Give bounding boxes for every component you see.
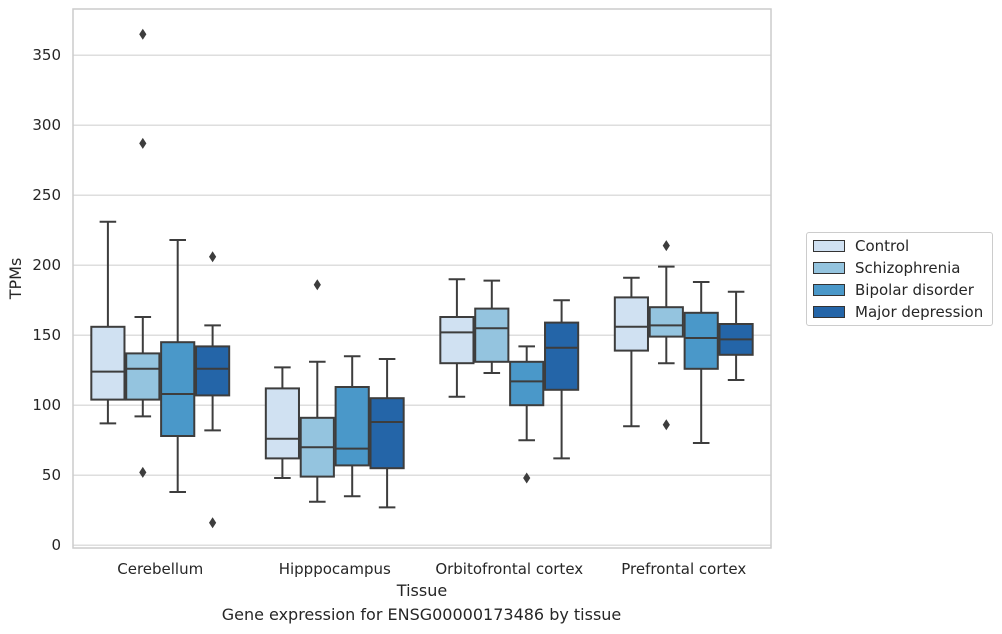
box <box>613 296 649 352</box>
outlier-point <box>662 419 670 431</box>
legend-label-control: Control <box>855 237 910 255</box>
box <box>369 397 405 470</box>
box-group <box>195 251 231 529</box>
box-group <box>334 355 370 498</box>
x-axis-label: Tissue <box>396 581 447 600</box>
y-tick-label: 0 <box>51 536 61 554</box>
box-group <box>683 281 719 444</box>
box-group <box>125 28 161 478</box>
box <box>544 321 580 391</box>
box-group <box>439 278 475 398</box>
y-tick-label: 50 <box>42 466 61 484</box>
boxes <box>90 28 754 529</box>
legend-swatch-control <box>813 240 845 252</box>
y-tick-label: 100 <box>32 396 61 414</box>
y-tick-label: 300 <box>32 116 61 134</box>
box <box>439 316 475 365</box>
y-tick-label: 350 <box>32 46 61 64</box>
box <box>509 360 545 407</box>
box <box>160 341 196 438</box>
box <box>195 345 231 397</box>
outlier-point <box>313 279 321 291</box>
legend: Control Schizophrenia Bipolar disorder M… <box>806 232 993 326</box>
box-group <box>369 358 405 509</box>
box-group <box>718 290 754 381</box>
box-group <box>509 345 545 484</box>
outlier-point <box>139 466 147 478</box>
legend-swatch-bipolar-disorder <box>813 284 845 296</box>
outlier-point <box>139 137 147 149</box>
box-group <box>613 276 649 428</box>
legend-swatch-major-depression <box>813 306 845 318</box>
x-tick-label: Hipppocampus <box>279 560 391 578</box>
box <box>334 386 370 467</box>
box-group <box>474 279 510 374</box>
box-group <box>299 279 335 503</box>
box-group <box>90 220 126 425</box>
box <box>683 311 719 370</box>
x-tick-label: Orbitofrontal cortex <box>435 560 583 578</box>
outlier-point <box>662 240 670 252</box>
y-tick-label: 250 <box>32 186 61 204</box>
box <box>90 325 126 401</box>
legend-label-bipolar-disorder: Bipolar disorder <box>855 281 974 299</box>
chart-caption: Gene expression for ENSG00000173486 by t… <box>221 605 622 624</box>
legend-item-bipolar-disorder: Bipolar disorder <box>813 280 974 300</box>
x-tick-label: Prefrontal cortex <box>621 560 746 578</box>
y-axis-label: TPMs <box>6 258 25 301</box>
y-tick-label: 150 <box>32 326 61 344</box>
outlier-point <box>209 517 217 529</box>
box-group <box>160 239 196 493</box>
legend-swatch-schizophrenia <box>813 262 845 274</box>
legend-item-major-depression: Major depression <box>813 302 983 322</box>
box <box>648 306 684 338</box>
y-tick-labels: 0 50 100 150 200 250 300 350 <box>32 46 61 554</box>
plot-area-frame <box>72 8 772 549</box>
box <box>125 352 161 401</box>
outlier-point <box>139 28 147 40</box>
x-tick-label: Cerebellum <box>117 560 203 578</box>
outlier-point <box>523 472 531 484</box>
legend-item-control: Control <box>813 236 909 256</box>
legend-item-schizophrenia: Schizophrenia <box>813 258 960 278</box>
legend-label-schizophrenia: Schizophrenia <box>855 259 961 277</box>
box <box>474 307 510 363</box>
x-tick-labels: Cerebellum Hipppocampus Orbitofrontal cort… <box>117 560 746 578</box>
box-group <box>648 240 684 431</box>
box-group <box>264 366 300 479</box>
outlier-point <box>209 251 217 263</box>
box <box>264 387 300 460</box>
legend-label-major-depression: Major depression <box>855 303 984 321</box>
y-tick-label: 200 <box>32 256 61 274</box>
box-group <box>544 299 580 460</box>
